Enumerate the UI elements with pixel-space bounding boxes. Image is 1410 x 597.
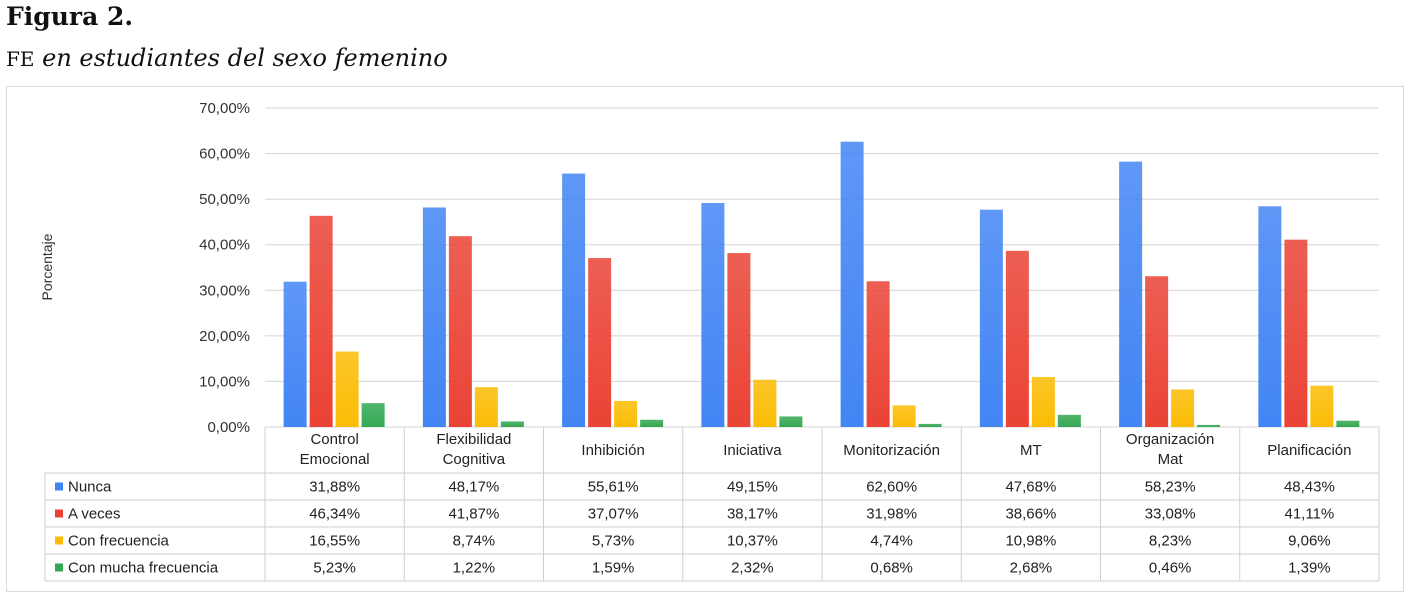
table-cell: 5,23%	[313, 560, 356, 577]
y-tick-label: 40,00%	[199, 237, 250, 254]
bar-a-veces	[1005, 250, 1029, 427]
table-cell: 1,39%	[1288, 560, 1331, 577]
table-cell: 16,55%	[309, 533, 360, 550]
bar-con-frecuencia	[1031, 376, 1055, 427]
table-cell: 38,66%	[1005, 506, 1056, 523]
table-cell: 8,23%	[1149, 533, 1192, 550]
category-label: Flexibilidad Cognitiva	[436, 431, 511, 468]
figure-subtitle-abbrev: FE	[6, 47, 35, 71]
table-cell: 2,68%	[1010, 560, 1053, 577]
table-cell: 48,17%	[448, 479, 499, 496]
legend-label: A veces	[68, 506, 121, 523]
figure-label: Figura 2.	[6, 2, 134, 31]
legend-swatch	[55, 536, 63, 545]
table-cell: 2,32%	[731, 560, 774, 577]
legend-swatch	[55, 482, 63, 491]
bar-nunca	[840, 141, 864, 428]
table-cell: 10,37%	[727, 533, 778, 550]
table-cell: 38,17%	[727, 506, 778, 523]
bar-a-veces	[448, 236, 472, 427]
table-cell: 48,43%	[1284, 479, 1335, 496]
bars	[283, 141, 1360, 428]
table-cell: 55,61%	[588, 479, 639, 496]
bar-nunca	[562, 173, 586, 427]
category-label: Planificación	[1267, 442, 1351, 459]
table-cell: 41,11%	[1284, 506, 1334, 523]
bar-con-mucha-frecuencia	[361, 403, 385, 427]
table-cell: 9,06%	[1288, 533, 1331, 550]
bar-con-mucha-frecuencia	[1197, 424, 1221, 427]
bar-a-veces	[1284, 239, 1308, 427]
table-cell: 0,46%	[1149, 560, 1192, 577]
bar-con-frecuencia	[335, 351, 359, 427]
bar-nunca	[979, 209, 1003, 427]
bar-con-mucha-frecuencia	[918, 423, 942, 427]
bar-nunca	[1119, 161, 1143, 427]
category-label: MT	[1020, 442, 1042, 459]
table-cell: 5,73%	[592, 533, 635, 550]
table-cell: 49,15%	[727, 479, 778, 496]
table-cell: 10,98%	[1005, 533, 1056, 550]
bar-con-mucha-frecuencia	[500, 421, 524, 427]
table-cell: 47,68%	[1005, 479, 1056, 496]
table-cell: 8,74%	[453, 533, 496, 550]
y-tick-label: 0,00%	[207, 419, 250, 436]
table-cell: 31,88%	[309, 479, 360, 496]
y-tick-label: 50,00%	[199, 191, 250, 208]
data-table: Control Emocional Flexibilidad Cognitiva Inh…	[44, 427, 1380, 582]
bar-nunca	[283, 281, 307, 427]
legend-label: Con mucha frecuencia	[68, 560, 219, 577]
y-tick-label: 60,00%	[199, 146, 250, 163]
y-axis: 0,00% 10,00% 20,00% 30,00% 40,00% 50,00% 60,00…	[199, 100, 250, 436]
category-label: Organización Mat	[1126, 431, 1214, 468]
bar-con-frecuencia	[753, 379, 777, 427]
table-cell: 4,74%	[870, 533, 913, 550]
bar-a-veces	[588, 258, 612, 427]
category-label: Monitorización	[843, 442, 940, 459]
table-cell: 0,68%	[870, 560, 913, 577]
category-label: Inhibición	[581, 442, 644, 459]
figure-subtitle-text: en estudiantes del sexo femenino	[34, 44, 448, 72]
table-cell: 37,07%	[588, 506, 639, 523]
bar-a-veces	[1145, 276, 1169, 427]
table-cell: 31,98%	[866, 506, 917, 523]
bar-con-mucha-frecuencia	[1057, 414, 1081, 427]
table-cell: 46,34%	[309, 506, 360, 523]
table-cell: 58,23%	[1145, 479, 1196, 496]
bar-con-frecuencia	[892, 405, 916, 427]
bar-con-mucha-frecuencia	[640, 419, 664, 427]
bar-nunca	[701, 203, 725, 427]
table-cell: 41,87%	[448, 506, 499, 523]
y-axis-label: Porcentaje	[39, 233, 55, 300]
bar-nunca	[422, 207, 446, 427]
bar-nunca	[1258, 206, 1282, 427]
table-cell: 1,22%	[453, 560, 496, 577]
bar-a-veces	[727, 253, 751, 427]
table-cell: 33,08%	[1145, 506, 1196, 523]
y-tick-label: 70,00%	[199, 100, 250, 117]
legend-label: Nunca	[68, 479, 112, 496]
bar-con-frecuencia	[614, 400, 638, 427]
bar-a-veces	[866, 281, 890, 427]
table-cell: 1,59%	[592, 560, 635, 577]
y-tick-label: 20,00%	[199, 328, 250, 345]
chart-frame	[6, 86, 1404, 592]
figure-subtitle: FE en estudiantes del sexo femenino	[6, 44, 448, 72]
y-tick-label: 10,00%	[199, 373, 250, 390]
legend-swatch	[55, 563, 63, 572]
category-label: Control Emocional	[300, 431, 370, 468]
table-cell: 62,60%	[866, 479, 917, 496]
bar-con-mucha-frecuencia	[779, 416, 803, 427]
y-tick-label: 30,00%	[199, 282, 250, 299]
bar-con-frecuencia	[1171, 389, 1195, 427]
bar-con-mucha-frecuencia	[1336, 420, 1360, 427]
bar-con-frecuencia	[474, 387, 498, 427]
bar-a-veces	[309, 215, 333, 427]
legend-swatch	[55, 509, 63, 518]
bar-con-frecuencia	[1310, 385, 1334, 427]
category-label: Iniciativa	[723, 442, 782, 459]
legend-label: Con frecuencia	[68, 533, 170, 550]
